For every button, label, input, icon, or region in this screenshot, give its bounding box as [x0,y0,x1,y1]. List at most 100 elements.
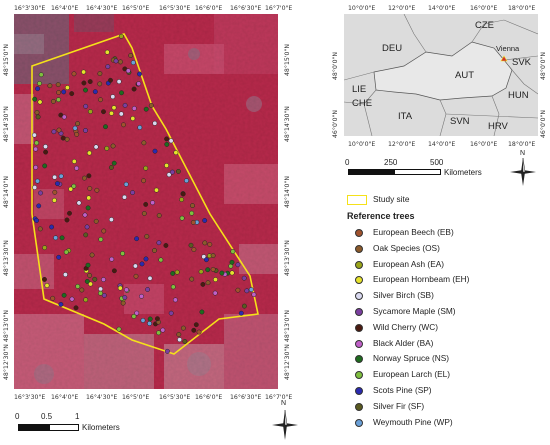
legend-item-label: European Beech (EB) [373,227,454,237]
north-label: N [520,150,526,157]
reference-tree-point [179,215,185,221]
reference-tree-point [85,205,91,211]
reference-tree-point [101,292,107,298]
reference-tree-point [62,272,68,278]
inset-top-tick: 18°0'0"E [508,5,536,12]
reference-tree-point [116,326,122,332]
inset-top-tick: 12°0'0"E [388,5,416,12]
main-left-tick: 48°14'30"N [3,106,10,142]
reference-tree-point [122,194,127,200]
reference-tree-point [89,252,95,258]
reference-tree-point [120,251,126,256]
reference-tree-point [136,81,142,87]
reference-tree-point [98,236,104,242]
legend-item-label: European Ash (EA) [373,258,445,269]
legend-title: Reference trees [347,211,415,221]
reference-tree-point [205,267,211,273]
reference-tree-point [160,327,166,333]
reference-tree-point [59,235,65,241]
reference-tree-point [128,53,134,58]
reference-tree-point [176,332,182,337]
reference-tree-point [98,290,103,296]
main-right-tick: 48°13'30"N [284,240,291,276]
reference-tree-point [144,233,150,239]
reference-tree-point [81,69,87,75]
reference-tree-point [180,191,186,197]
reference-tree-point [141,178,147,184]
legend-item-label: Norway Spruce (NS) [373,353,450,364]
legend-swatch [355,244,363,253]
reference-tree-point [179,197,185,203]
reference-tree-point [87,109,93,115]
reference-tree-point [94,187,100,193]
reference-tree-point [108,217,114,223]
reference-tree-point [134,236,140,242]
austria-shape [373,41,513,101]
reference-tree-point [35,178,40,184]
reference-tree-point [58,301,64,307]
reference-tree-point [68,186,74,192]
reference-tree-points [31,33,257,354]
reference-tree-point [177,337,183,343]
reference-tree-point [56,97,61,103]
reference-tree-point [230,249,236,254]
inset-left-tick: 48°0'0"N [332,51,339,80]
main-top-tick: 16°7'0"E [265,5,293,12]
reference-tree-point [198,269,204,275]
main-bottom-tick: 16°4'0"E [51,394,79,401]
scalebar-label: 0 [345,158,350,167]
reference-tree-point [61,292,67,298]
main-right-tick: 48°13'0"N [284,310,291,342]
reference-tree-point [156,213,162,218]
north-label: N [281,400,287,407]
reference-tree-point [190,219,196,225]
inset-country-map [344,14,538,136]
reference-tree-point [184,178,189,184]
country-label: ITA [398,111,413,122]
reference-tree-point [108,165,114,170]
main-bottom-tick: 16°3'30"E [14,394,46,401]
reference-tree-point [73,305,79,311]
reference-tree-point [103,124,108,130]
reference-tree-point [76,200,82,206]
reference-tree-point [141,211,147,216]
reference-tree-point [182,339,188,344]
reference-tree-point [175,168,181,174]
reference-tree-point [170,270,176,276]
main-right-tick: 48°14'0"N [284,176,291,208]
legend-study-site-label: Study site [373,194,410,204]
reference-tree-point [164,141,170,147]
study-site-boundary [31,33,259,355]
reference-tree-point [193,322,199,328]
reference-tree-point [168,138,174,144]
inset-top-tick: 14°0'0"E [428,5,456,12]
reference-tree-point [63,249,69,255]
reference-tree-point [108,77,113,83]
legend-swatch [355,323,363,332]
reference-tree-point [37,226,43,232]
study-site-swatch [347,195,367,205]
legend-item-label: Weymouth Pine (WP) [373,416,453,427]
reference-tree-point [137,71,142,77]
reference-tree-point [163,243,169,248]
main-left-tick: 48°13'0"N [3,310,10,342]
reference-tree-point [109,110,114,116]
reference-tree-point [87,272,93,278]
country-label: LIE [352,84,367,95]
reference-tree-point [34,140,40,146]
reference-tree-point [189,210,195,216]
main-top-tick: 16°4'30"E [86,5,118,12]
main-left-tick: 48°15'0"N [3,44,10,76]
legend-swatch [355,402,363,411]
reference-tree-point [141,140,147,146]
main-top-tick: 16°4'0"E [51,5,79,12]
reference-tree-point [202,218,208,223]
main-bottom-tick: 16°5'30"E [159,394,191,401]
reference-tree-point [98,97,103,103]
reference-tree-point [51,129,57,135]
reference-tree-point [200,281,206,287]
inset-bottom-tick: 10°0'0"E [348,141,376,148]
reference-tree-point [124,287,129,293]
reference-tree-point [238,310,244,316]
reference-tree-point [31,132,37,138]
